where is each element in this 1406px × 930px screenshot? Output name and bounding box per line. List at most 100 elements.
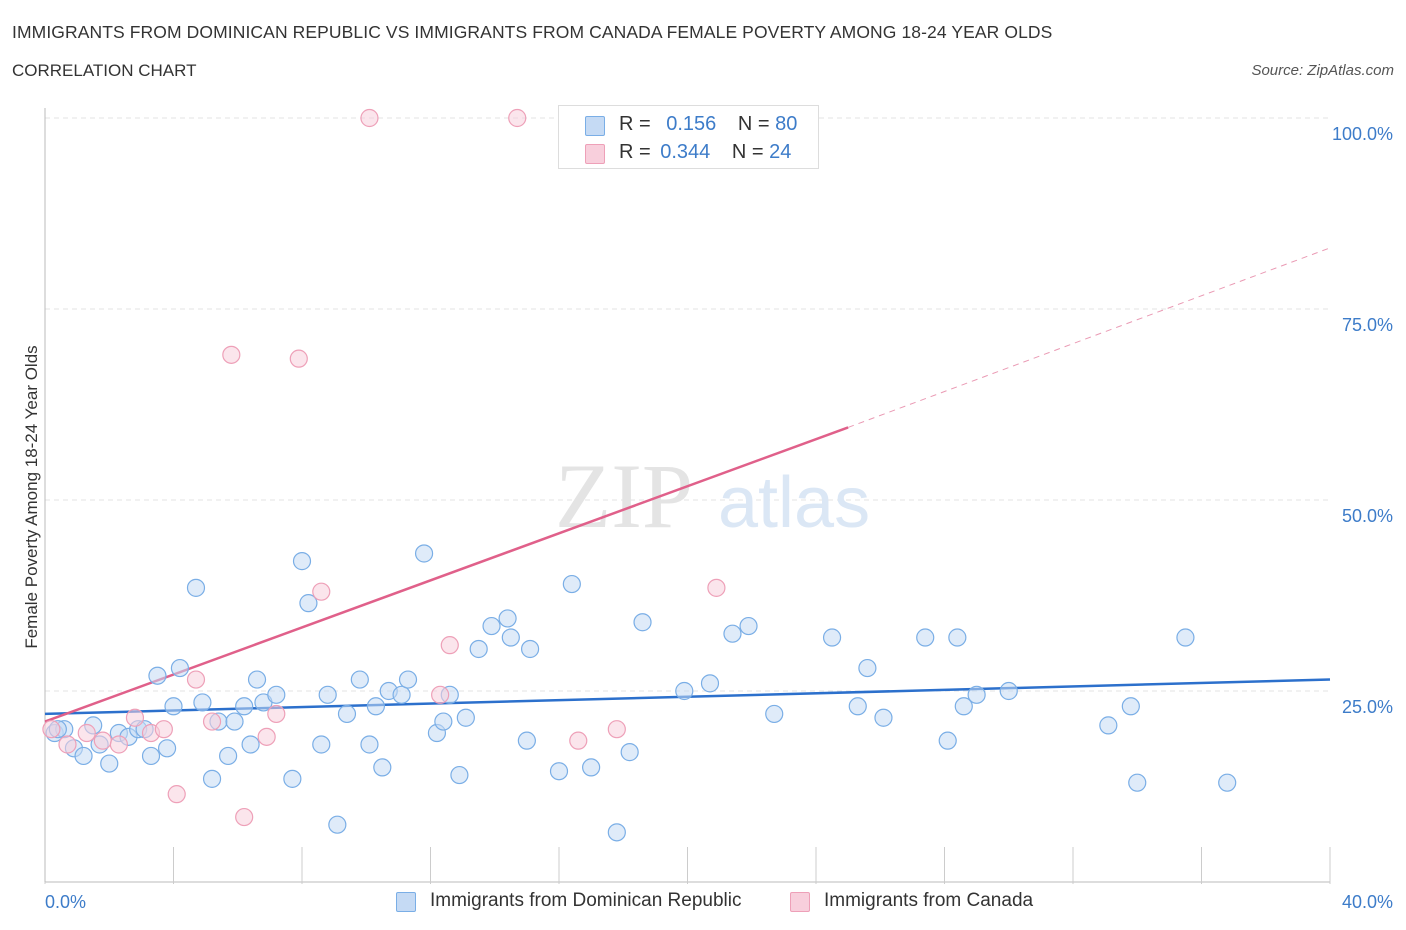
point-s0-43 xyxy=(434,712,453,731)
point-s0-74 xyxy=(1099,716,1118,735)
point-s0-21 xyxy=(225,712,244,731)
point-s0-13 xyxy=(157,739,177,758)
point-s0-39 xyxy=(392,685,411,704)
point-s0-27 xyxy=(283,769,302,788)
point-s0-77 xyxy=(1176,628,1195,647)
point-s0-31 xyxy=(318,685,337,704)
point-s0-49 xyxy=(498,609,517,628)
point-s1-12 xyxy=(235,807,254,827)
point-s0-14 xyxy=(164,697,183,716)
point-s0-56 xyxy=(607,823,626,842)
legend-r-label: R = xyxy=(619,113,651,135)
point-s0-65 xyxy=(848,697,867,716)
point-s0-60 xyxy=(700,674,720,693)
y-tick-label-0: 25.0% xyxy=(1342,697,1393,717)
point-s0-26 xyxy=(267,685,286,704)
point-s0-76 xyxy=(1128,773,1147,792)
point-s1-15 xyxy=(289,349,308,368)
y-tick-label-2: 75.0% xyxy=(1342,315,1393,335)
point-s1-19 xyxy=(440,636,459,655)
point-s0-20 xyxy=(219,746,238,766)
point-s1-18 xyxy=(431,685,450,704)
point-s0-72 xyxy=(967,685,986,704)
point-s0-70 xyxy=(948,628,967,647)
point-s1-4 xyxy=(109,735,128,754)
point-s0-34 xyxy=(350,670,369,689)
point-s1-22 xyxy=(607,720,626,739)
watermark-zip: ZIP xyxy=(555,445,693,547)
point-s1-23 xyxy=(707,578,726,597)
legend-n-label: N = xyxy=(731,141,764,163)
point-s0-57 xyxy=(620,743,639,762)
y-tick-label-1: 50.0% xyxy=(1342,506,1393,526)
chart-subtitle: CORRELATION CHART xyxy=(12,61,197,80)
point-s0-23 xyxy=(241,735,260,754)
point-s0-62 xyxy=(739,616,758,636)
point-s0-28 xyxy=(292,552,312,571)
series-legend: Immigrants from Dominican Republic Immig… xyxy=(0,889,1406,919)
x-tick-label-1: 40.0% xyxy=(1342,892,1393,912)
legend-label-dominican: Immigrants from Dominican Republic xyxy=(430,890,742,911)
point-s0-53 xyxy=(549,762,569,781)
point-s1-10 xyxy=(202,712,222,731)
point-s0-16 xyxy=(186,578,206,597)
point-s0-46 xyxy=(456,708,475,727)
point-s0-47 xyxy=(469,639,488,659)
stats-legend: R = 0.156 N = 80 R = 0.344 N = 24 xyxy=(558,105,819,169)
point-s1-1 xyxy=(58,735,77,754)
point-s0-6 xyxy=(100,754,119,773)
point-s0-18 xyxy=(202,769,222,788)
point-s0-66 xyxy=(858,658,877,678)
point-s1-8 xyxy=(167,785,186,804)
point-s1-0 xyxy=(42,720,61,739)
point-s0-67 xyxy=(874,708,893,727)
point-s0-45 xyxy=(450,765,469,785)
grid-lines xyxy=(45,117,1330,692)
point-s1-11 xyxy=(222,345,241,364)
point-s0-61 xyxy=(723,624,742,643)
point-s0-30 xyxy=(312,735,331,754)
point-s0-73 xyxy=(999,681,1018,701)
point-s1-21 xyxy=(569,731,588,750)
point-s1-7 xyxy=(154,720,173,739)
legend-swatch-canada xyxy=(585,144,605,164)
point-s1-2 xyxy=(77,723,96,743)
legend-r-value-dominican: 0.156 xyxy=(666,113,717,135)
legend-n-value-dominican: 80 xyxy=(775,113,798,135)
point-s0-59 xyxy=(675,681,694,701)
point-s0-54 xyxy=(562,574,581,594)
point-s0-22 xyxy=(235,697,254,716)
point-s0-12 xyxy=(148,666,167,685)
point-s0-55 xyxy=(582,758,601,777)
legend-n-label: N = xyxy=(737,113,770,135)
point-s0-52 xyxy=(520,639,540,659)
point-s0-69 xyxy=(938,731,957,750)
point-s0-50 xyxy=(501,628,520,647)
chart-source: Source: ZipAtlas.com xyxy=(1251,62,1394,79)
axes xyxy=(44,108,1331,884)
point-s1-13 xyxy=(257,727,276,746)
point-s0-64 xyxy=(822,628,842,647)
chart-title: IMMIGRANTS FROM DOMINICAN REPUBLIC VS IM… xyxy=(12,22,1053,42)
legend-r-value-canada: 0.344 xyxy=(660,141,711,163)
point-s0-51 xyxy=(517,731,536,750)
trend-line-dashed-1 xyxy=(847,247,1331,428)
point-s0-41 xyxy=(414,544,434,563)
data-points xyxy=(42,108,1237,842)
point-s0-63 xyxy=(765,704,784,724)
legend-swatch-dominican xyxy=(585,116,605,136)
point-s1-14 xyxy=(267,704,286,724)
point-s0-35 xyxy=(360,735,379,754)
legend-label-canada: Immigrants from Canada xyxy=(824,890,1034,911)
point-s0-68 xyxy=(916,628,935,647)
watermark-atlas: atlas xyxy=(718,463,870,543)
point-s0-71 xyxy=(954,697,973,716)
point-s0-29 xyxy=(299,594,318,613)
point-s0-33 xyxy=(337,704,357,724)
point-s0-37 xyxy=(373,758,392,777)
legend-n-value-canada: 24 xyxy=(769,141,792,163)
point-s0-3 xyxy=(74,746,93,766)
legend-swatch-dominican xyxy=(396,892,416,912)
point-s0-36 xyxy=(366,697,385,716)
